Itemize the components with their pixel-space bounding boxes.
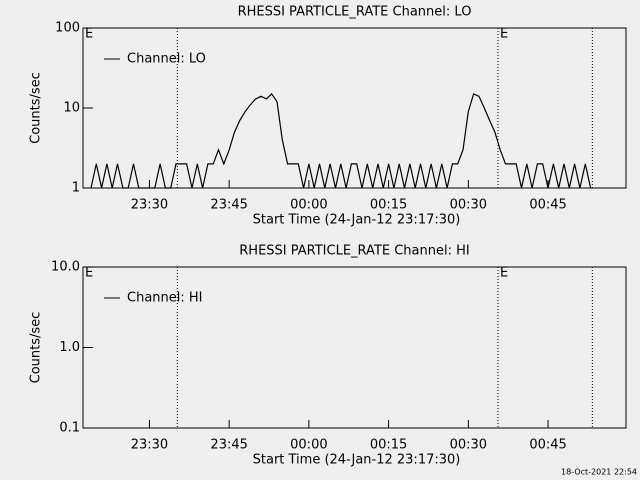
y-tick-label: 10 — [63, 101, 80, 116]
x-axis-label: Start Time (24-Jan-12 23:17:30) — [253, 213, 461, 228]
x-tick-label: 23:30 — [131, 438, 168, 453]
annotation: E — [85, 266, 93, 281]
y-axis-label: Counts/sec — [29, 312, 44, 384]
x-tick-label: 23:45 — [210, 438, 247, 453]
y-tick-label: 1 — [72, 181, 80, 196]
legend-label: Channel: HI — [127, 291, 203, 306]
annotation: E — [500, 266, 508, 281]
x-tick-label: 00:15 — [370, 438, 407, 453]
y-axis-label: Counts/sec — [29, 72, 44, 144]
y-tick-label: 0.1 — [59, 421, 80, 436]
chart-title: RHESSI PARTICLE_RATE Channel: LO — [238, 5, 472, 20]
x-tick-label: 23:45 — [210, 198, 247, 213]
chart-title: RHESSI PARTICLE_RATE Channel: HI — [239, 244, 469, 259]
annotation: E — [85, 27, 93, 42]
x-tick-label: 00:30 — [450, 438, 487, 453]
x-tick-label: 00:30 — [450, 198, 487, 213]
x-tick-label: 23:30 — [131, 198, 168, 213]
x-tick-label: 00:00 — [290, 438, 327, 453]
y-tick-label: 100 — [55, 21, 80, 36]
data-line — [90, 92, 592, 189]
x-tick-label: 00:00 — [290, 198, 327, 213]
footer: 18-Oct-2021 22:54 — [561, 468, 637, 477]
x-tick-label: 00:15 — [370, 198, 407, 213]
y-tick-label: 1.0 — [59, 340, 80, 355]
x-tick-label: 00:45 — [529, 198, 566, 213]
legend-label: Channel: LO — [127, 52, 206, 67]
annotation: E — [500, 27, 508, 42]
x-tick-label: 00:45 — [529, 438, 566, 453]
x-axis-label: Start Time (24-Jan-12 23:17:30) — [253, 453, 461, 468]
y-tick-label: 10.0 — [51, 260, 80, 275]
